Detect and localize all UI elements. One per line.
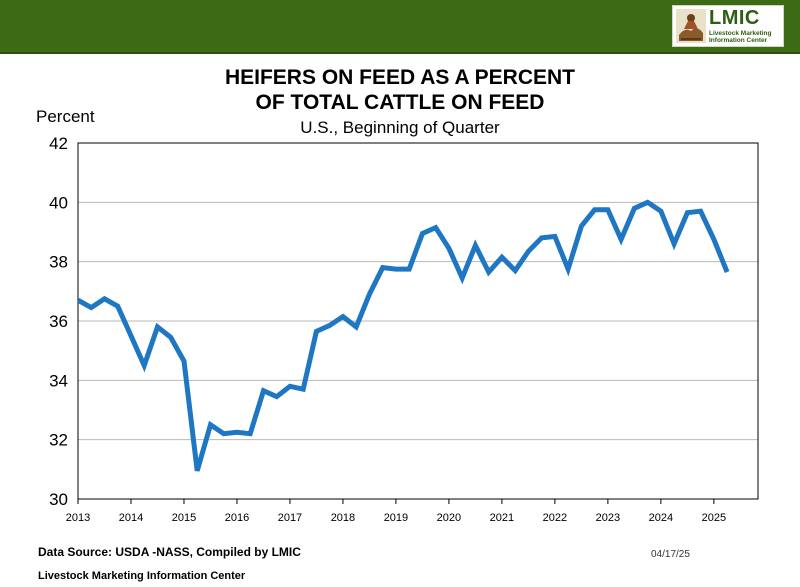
y-tick-label: 38 (49, 253, 68, 272)
ranch-scene-icon (676, 9, 706, 43)
lmic-logo: LMIC Livestock Marketing Information Cen… (672, 5, 784, 47)
y-tick-label: 30 (49, 490, 68, 509)
x-tick-label: 2018 (331, 512, 355, 524)
x-tick-label: 2025 (702, 512, 726, 524)
x-tick-label: 2017 (278, 512, 302, 524)
y-tick-label: 32 (49, 431, 68, 450)
y-axis-ticks: 30 32 34 36 38 40 42 (49, 134, 68, 509)
chart-date: 04/17/25 (651, 549, 690, 560)
x-tick-label: 2021 (490, 512, 514, 524)
x-axis-ticks: 2013 2014 2015 2016 2017 2018 2019 2020 2021 2022… (66, 499, 726, 524)
x-tick-label: 2015 (172, 512, 196, 524)
chart-subtitle: U.S., Beginning of Quarter (300, 118, 500, 137)
series-layer (76, 199, 730, 472)
chart-title-line1: HEIFERS ON FEED AS A PERCENT (224, 66, 576, 89)
y-tick-label: 42 (49, 134, 68, 153)
x-tick-label: 2024 (649, 512, 673, 524)
y-tick-label: 36 (49, 312, 68, 331)
header-bar: LMIC Livestock Marketing Information Cen… (0, 0, 800, 54)
chart-title-line2: OF TOTAL CATTLE ON FEED (255, 91, 545, 114)
x-tick-label: 2023 (596, 512, 620, 524)
plot-frame (77, 142, 759, 500)
gridlines (78, 201, 758, 441)
x-tick-label: 2016 (225, 512, 249, 524)
x-tick-label: 2020 (437, 512, 461, 524)
x-tick-label: 2013 (66, 512, 90, 524)
x-tick-label: 2019 (384, 512, 408, 524)
x-tick-label: 2022 (543, 512, 567, 524)
logo-title: LMIC (709, 7, 760, 29)
y-tick-label: 34 (49, 371, 68, 390)
y-axis-label: Percent (36, 107, 95, 126)
series-line (76, 199, 730, 472)
x-tick-label: 2014 (119, 512, 143, 524)
data-source-note: Data Source: USDA -NASS, Compiled by LMI… (38, 545, 301, 559)
y-tick-label: 40 (49, 193, 68, 212)
footer-org: Livestock Marketing Information Center (38, 570, 246, 582)
logo-subtitle: Livestock Marketing Information Center (709, 30, 772, 44)
